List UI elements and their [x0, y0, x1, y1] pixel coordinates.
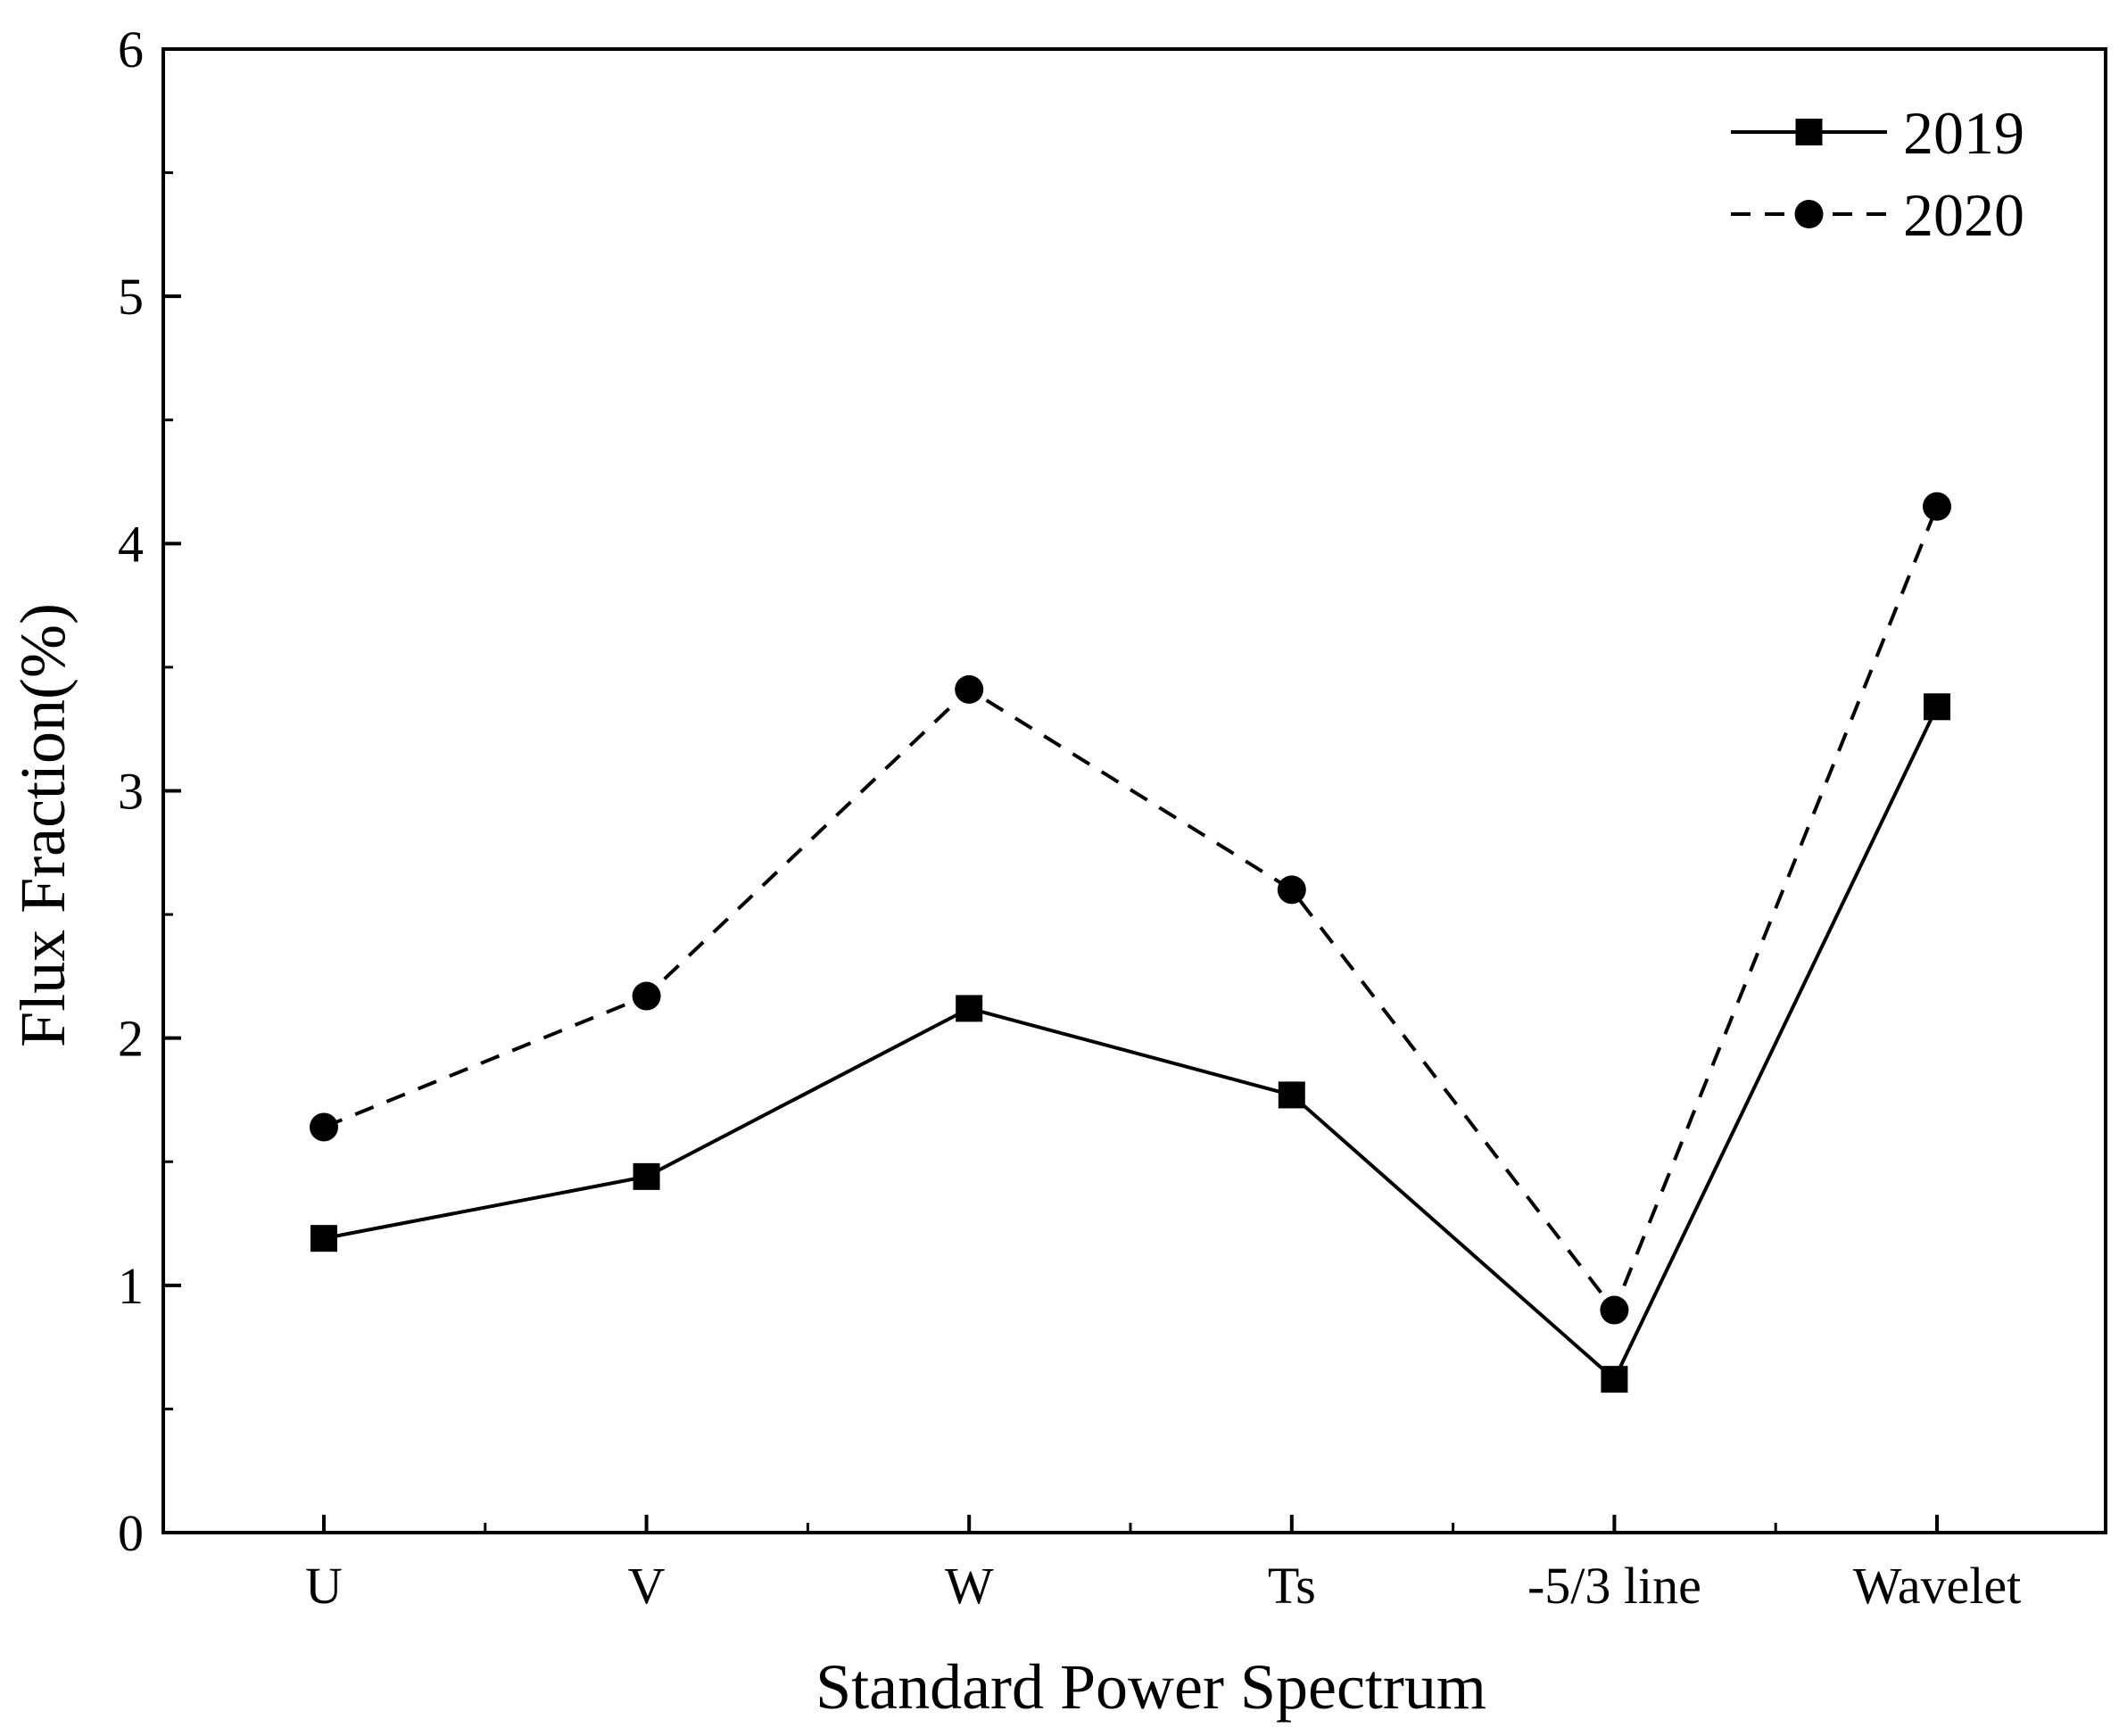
plot-layer	[310, 492, 1951, 1393]
x-tick-label: Wavelet	[1853, 1557, 2022, 1615]
x-tick-label: U	[305, 1557, 343, 1615]
y-tick-label: 0	[118, 1504, 144, 1562]
data-point-2019-2	[956, 995, 983, 1022]
legend-marker-2020	[1794, 200, 1824, 228]
legend-label-2019: 2019	[1903, 99, 2024, 167]
legend: 2019 2020	[1731, 99, 2024, 249]
y-tick-label: 6	[118, 21, 144, 79]
y-axis-title: Flux Fraction(%)	[7, 603, 79, 1047]
y-tick-label: 1	[118, 1257, 144, 1315]
y-tick-label: 2	[118, 1010, 144, 1068]
data-point-2020-2	[955, 674, 984, 704]
x-axis-title: Standard Power Spectrum	[815, 1651, 1486, 1723]
legend-label-2020: 2020	[1903, 181, 2024, 249]
y-tick-label: 4	[118, 515, 144, 573]
x-tick-label: Ts	[1268, 1557, 1316, 1615]
legend-marker-2019	[1795, 119, 1823, 145]
data-point-2019-3	[1278, 1081, 1305, 1109]
x-tick-label: V	[628, 1557, 666, 1615]
data-point-2019-1	[633, 1162, 660, 1190]
x-tick-label: -5/3 line	[1527, 1557, 1701, 1615]
series-line-2020	[323, 506, 1939, 1314]
data-point-2020-1	[632, 981, 661, 1011]
data-point-2019-4	[1601, 1366, 1628, 1393]
data-point-2020-4	[1600, 1295, 1629, 1325]
data-point-2020-0	[310, 1112, 338, 1142]
data-point-2019-5	[1924, 693, 1950, 721]
series-line-2019	[323, 706, 1939, 1383]
y-tick-label: 5	[118, 268, 144, 326]
data-point-2020-3	[1277, 875, 1306, 905]
data-point-2020-5	[1923, 492, 1951, 521]
axis-layer: 0 1 2 3 4 5 6 U V W Ts -5/3 line Wavelet	[118, 21, 2107, 1615]
x-tick-label: W	[945, 1557, 994, 1615]
data-point-2019-0	[310, 1225, 337, 1252]
y-tick-label: 3	[118, 763, 144, 821]
